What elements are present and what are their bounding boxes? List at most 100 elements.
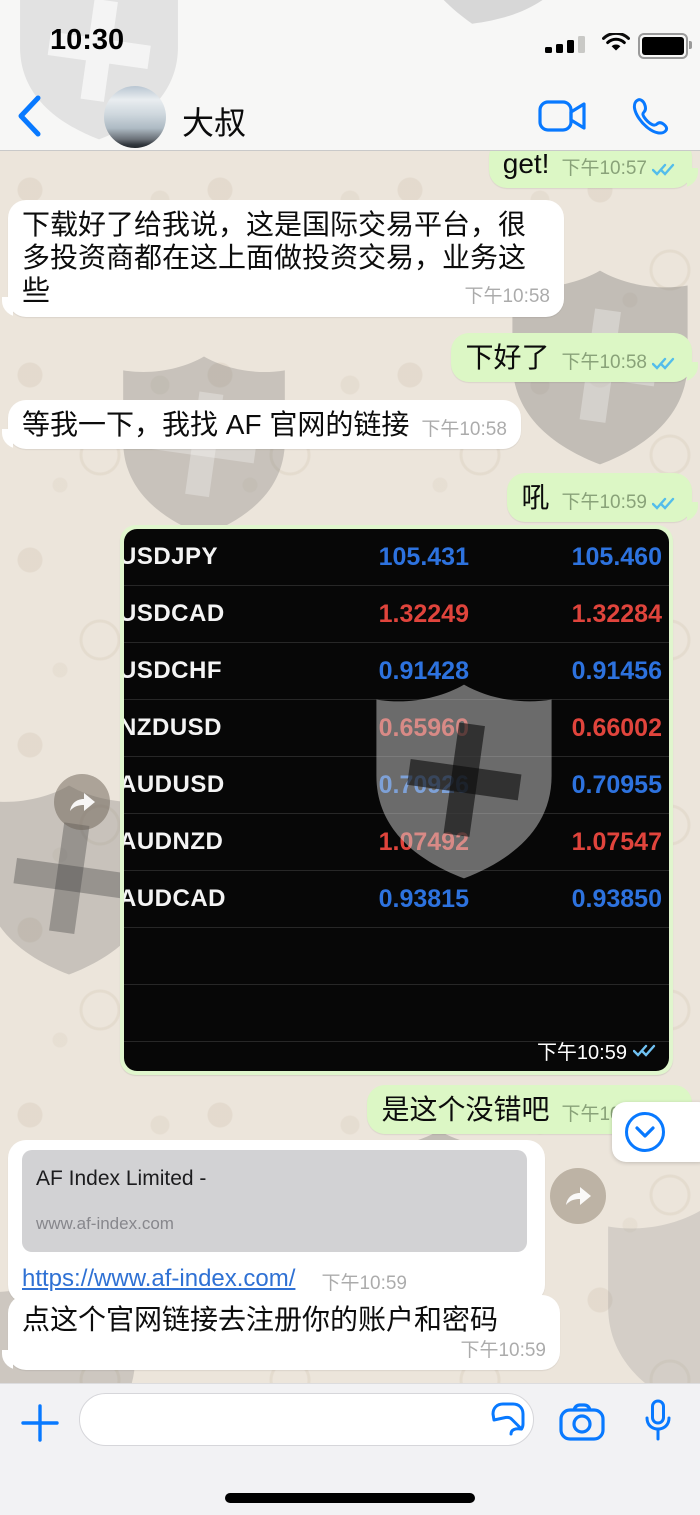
message-image-forex-quotes[interactable]: USDJPY 105.431 105.460 USDCAD 1.32249 1.… — [120, 525, 673, 1075]
pair-symbol: USDCHF — [124, 657, 222, 684]
bid-price: 0.65960 — [378, 713, 469, 742]
link-preview-card[interactable]: AF Index Limited - www.af-index.com — [22, 1150, 527, 1252]
pair-symbol: NZDUSD — [124, 714, 222, 741]
forex-row: USDJPY 105.431 105.460 — [124, 529, 669, 586]
message-time: 下午10:59 — [536, 1042, 627, 1064]
message-bubble-received[interactable]: 点这个官网链接去注册你的账户和密码 下午10:59 — [2, 1295, 560, 1370]
bid-price: 0.70926 — [378, 770, 469, 799]
pair-symbol: AUDCAD — [124, 885, 226, 912]
message-text: get! — [502, 150, 550, 179]
contact-name[interactable]: 大叔 — [182, 105, 247, 141]
read-receipt-icon — [652, 163, 675, 176]
forex-row-empty — [124, 928, 669, 985]
ask-price: 0.66002 — [571, 713, 662, 742]
forward-arrow-icon — [566, 1187, 591, 1205]
wifi-icon — [602, 33, 630, 51]
read-receipt-icon — [652, 497, 675, 510]
forex-row-empty — [124, 985, 669, 1042]
ask-price: 1.07547 — [571, 827, 662, 856]
read-receipt-icon — [633, 1044, 656, 1057]
chat-header: 10:30 大叔 — [0, 0, 700, 151]
chevron-down-icon — [635, 1125, 655, 1138]
message-input[interactable] — [79, 1393, 534, 1446]
forward-message-button[interactable] — [550, 1168, 606, 1224]
microphone-icon — [645, 1399, 671, 1441]
message-bubble-sent[interactable]: 吼 下午10:59 — [507, 473, 698, 522]
sticker-button[interactable] — [491, 1402, 525, 1441]
bubble-tail — [0, 1350, 13, 1370]
message-time: 下午10:58 — [421, 419, 507, 440]
bubble-tail — [687, 502, 700, 522]
read-receipt-icon — [652, 357, 675, 370]
watermark-shield — [608, 1210, 700, 1383]
chevron-left-icon — [18, 95, 41, 137]
forex-row: USDCHF 0.91428 0.91456 — [124, 643, 669, 700]
message-text: 吼 — [521, 482, 550, 513]
video-call-icon — [538, 100, 586, 132]
video-call-button[interactable] — [538, 98, 588, 139]
ask-price: 0.93850 — [571, 884, 662, 913]
ask-price: 0.70955 — [571, 770, 662, 799]
link-preview-domain: www.af-index.com — [36, 1214, 174, 1233]
pair-symbol: USDJPY — [124, 543, 219, 570]
message-text: 下载好了给我说，这是国际交易平台，很多投资商都在这上面做投资交易，业务这些 — [22, 209, 527, 306]
pair-symbol: USDCAD — [124, 600, 225, 627]
sticker-icon — [491, 1402, 525, 1436]
plus-icon — [21, 1404, 59, 1442]
chat-message-list[interactable]: get! 下午10:57 下载好了给我说，这是国际交易平台，很多投资商都在这上面… — [0, 150, 700, 1383]
message-composer — [0, 1383, 700, 1515]
message-text: 等我一下，我找 AF 官网的链接 — [22, 409, 410, 440]
home-indicator[interactable] — [225, 1493, 475, 1503]
bubble-tail — [0, 429, 13, 449]
cell-signal-icon — [545, 36, 595, 53]
pair-symbol: AUDUSD — [124, 771, 225, 798]
voice-call-button[interactable] — [630, 96, 670, 141]
bubble-tail — [687, 362, 700, 382]
forward-arrow-icon — [70, 793, 95, 811]
forex-row: AUDNZD 1.07492 1.07547 — [124, 814, 669, 871]
bubble-tail — [687, 168, 700, 188]
ask-price: 0.91456 — [571, 656, 662, 685]
message-bubble-link[interactable]: AF Index Limited - www.af-index.com http… — [8, 1140, 545, 1303]
message-link[interactable]: https://www.af-index.com/ — [22, 1265, 296, 1292]
phone-icon — [632, 98, 669, 135]
message-text: 点这个官网链接去注册你的账户和密码 — [22, 1304, 499, 1335]
ask-price: 1.32284 — [571, 599, 662, 628]
message-text: 是这个没错吧 — [381, 1094, 550, 1125]
message-bubble-received[interactable]: 等我一下，我找 AF 官网的链接 下午10:58 — [2, 400, 521, 449]
link-preview-title: AF Index Limited - — [36, 1167, 207, 1190]
message-time: 下午10:58 — [561, 352, 647, 373]
bid-price: 0.93815 — [378, 884, 469, 913]
forex-row: NZDUSD 0.65960 0.66002 — [124, 700, 669, 757]
forex-row: AUDCAD 0.93815 0.93850 — [124, 871, 669, 928]
camera-button[interactable] — [559, 1403, 605, 1446]
attach-button[interactable] — [21, 1404, 59, 1447]
message-time: 下午10:58 — [464, 286, 550, 307]
message-bubble-sent[interactable]: get! 下午10:57 — [488, 150, 698, 188]
message-text: 下好了 — [465, 342, 550, 373]
message-bubble-sent[interactable]: 下好了 下午10:58 — [451, 333, 698, 382]
statusbar-time: 10:30 — [50, 24, 125, 56]
contact-avatar[interactable] — [104, 86, 166, 148]
bid-price: 1.07492 — [378, 827, 469, 856]
bid-price: 105.431 — [378, 542, 469, 571]
back-button[interactable] — [16, 94, 42, 143]
bubble-tail — [0, 297, 13, 317]
voice-message-button[interactable] — [645, 1399, 671, 1448]
message-time: 下午10:59 — [460, 1340, 546, 1361]
message-time: 下午10:59 — [561, 492, 647, 513]
forex-row: USDCAD 1.32249 1.32284 — [124, 586, 669, 643]
battery-icon — [638, 33, 692, 59]
message-bubble-received[interactable]: 下载好了给我说，这是国际交易平台，很多投资商都在这上面做投资交易，业务这些 下午… — [2, 200, 564, 317]
forex-row: AUDUSD 0.70926 0.70955 — [124, 757, 669, 814]
message-time: 下午10:59 — [321, 1273, 407, 1294]
scroll-to-bottom-button[interactable] — [612, 1102, 700, 1162]
bid-price: 0.91428 — [378, 656, 469, 685]
message-time: 下午10:57 — [561, 158, 647, 179]
ask-price: 105.460 — [571, 542, 662, 571]
bid-price: 1.32249 — [378, 599, 469, 628]
forex-quote-table: USDJPY 105.431 105.460 USDCAD 1.32249 1.… — [124, 529, 669, 1071]
camera-icon — [559, 1403, 605, 1441]
forward-message-button[interactable] — [54, 774, 110, 830]
